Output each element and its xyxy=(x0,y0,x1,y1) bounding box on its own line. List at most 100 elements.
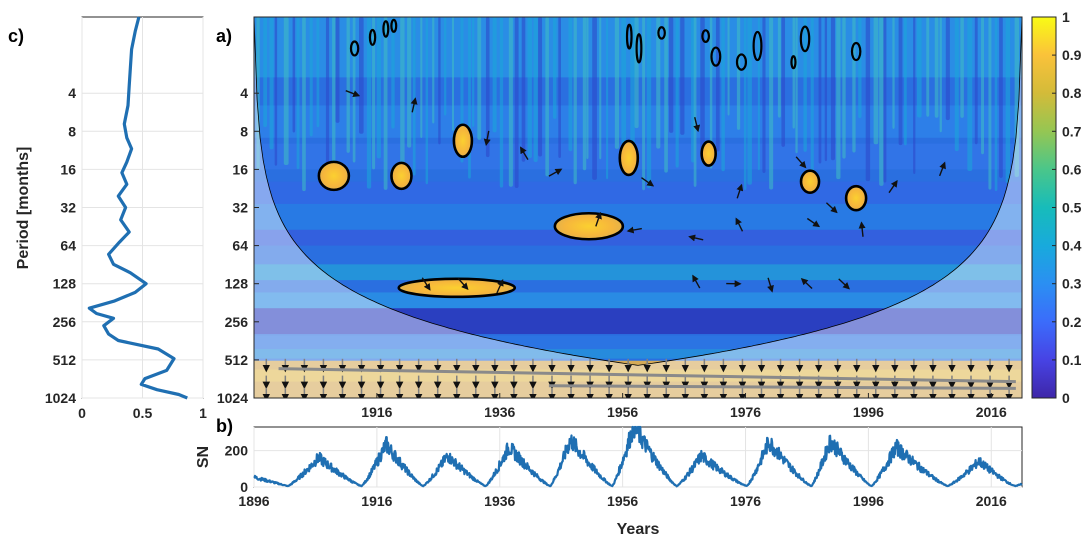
panel-label-a: a) xyxy=(216,26,232,46)
phase-arrow xyxy=(736,183,744,199)
panel-b-ytick-label: 0 xyxy=(240,479,248,495)
panel-b-xtick-label: 1916 xyxy=(361,493,392,509)
heatmap-streak xyxy=(400,17,405,172)
grey-contour xyxy=(278,367,1016,384)
heatmap-streak xyxy=(1023,17,1026,132)
phase-arrow xyxy=(520,146,529,160)
heatmap-streak xyxy=(444,17,447,116)
phase-arrow xyxy=(595,211,602,227)
colorbar-tick-label: 1 xyxy=(1062,9,1070,25)
heatmap-streak xyxy=(472,17,475,127)
heatmap-streak xyxy=(508,17,513,187)
panel-c-ylabel: Period [months] xyxy=(15,147,32,270)
coherence-region xyxy=(799,169,821,194)
coherence-region xyxy=(618,139,640,177)
heatmap-streak xyxy=(960,17,964,118)
heatmap-band xyxy=(254,229,1022,246)
panel-a-ticks: 4 8 16 32 64 128 256 512 1024 1916 1936 1956 1976 199… xyxy=(217,85,1007,420)
heatmap-streak xyxy=(269,17,274,150)
panel-label-b: b) xyxy=(216,416,233,436)
panel-c-ytick-label: 32 xyxy=(60,200,76,216)
heatmap-streak xyxy=(824,17,828,162)
heatmap-streak xyxy=(904,17,907,146)
heatmap-streak xyxy=(757,17,760,171)
panel-b-xtick-label: 2016 xyxy=(976,493,1007,509)
phase-arrows xyxy=(345,90,946,294)
heatmap-streak xyxy=(642,17,646,191)
panel-c-ytick-label: 16 xyxy=(60,161,76,177)
phase-arrow xyxy=(795,156,807,169)
heatmap-streak xyxy=(981,17,985,155)
heatmap-streak xyxy=(945,17,950,121)
panel-c-line xyxy=(87,16,188,400)
coherence-contour xyxy=(349,40,360,57)
heatmap-streak xyxy=(934,17,939,118)
panel-b: 1896 1916 1936 1956 1976 1996 2016 0 200 SN Year… xyxy=(195,425,1023,538)
panel-c-ytick-label: 512 xyxy=(53,352,77,368)
heatmap-streak xyxy=(769,17,774,190)
colorbar-tick-label: 0.1 xyxy=(1062,352,1082,368)
panel-a-xtick-label: 2016 xyxy=(976,404,1007,420)
colorbar-tick-label: 0.9 xyxy=(1062,47,1082,63)
heatmap-coherence-regions xyxy=(317,18,868,299)
phase-arrow xyxy=(692,274,701,289)
colorbar-tick-label: 0 xyxy=(1062,390,1070,406)
heatmap-streak xyxy=(477,17,482,140)
coherence-region xyxy=(700,140,717,167)
heatmap-streak xyxy=(792,17,795,129)
heatmap-streak xyxy=(818,17,822,164)
heatmap-streak xyxy=(376,17,381,159)
heatmap-streak xyxy=(974,17,978,145)
heatmap-streak xyxy=(680,17,685,135)
heatmap-streak xyxy=(664,17,668,173)
heatmap-streak xyxy=(858,17,862,119)
phase-arrow xyxy=(421,277,431,291)
panel-a-ytick-label: 4 xyxy=(240,85,248,101)
heatmap-band xyxy=(254,335,1022,350)
heatmap-streak xyxy=(669,17,674,133)
heatmap-streak xyxy=(795,17,798,154)
coherence-region xyxy=(452,123,474,159)
coherence-contour xyxy=(382,20,390,38)
phase-arrow xyxy=(838,278,850,290)
phase-arrow xyxy=(626,226,642,234)
heatmap-streak xyxy=(916,17,922,118)
heatmap-streak xyxy=(420,17,423,138)
heatmap-streak xyxy=(499,17,504,188)
heatmap-streak xyxy=(803,17,807,152)
heatmap-streak xyxy=(873,17,879,145)
heatmap-streak xyxy=(492,17,497,133)
heatmap-band xyxy=(254,349,1022,359)
colorbar-tick-label: 0.3 xyxy=(1062,276,1082,292)
heatmap-streak xyxy=(736,17,741,130)
heatmap-streak xyxy=(573,17,577,185)
phase-arrow xyxy=(888,179,898,194)
heatmap-streak xyxy=(425,17,429,185)
panel-c-ytick-label: 1024 xyxy=(45,390,76,406)
panel-a-ytick-label: 128 xyxy=(225,276,249,292)
heatmap-streak xyxy=(781,17,786,147)
heatmap-streak xyxy=(842,17,846,159)
heatmap-streak xyxy=(810,17,814,187)
panel-a-xtick-label: 1976 xyxy=(730,404,761,420)
heatmap-streak xyxy=(743,17,747,191)
heatmap-streak xyxy=(898,17,903,146)
coherence-region xyxy=(390,161,413,191)
coherence-contour xyxy=(710,46,722,67)
phase-arrow xyxy=(457,278,469,290)
heatmap-streak xyxy=(552,17,557,119)
heatmap-streak xyxy=(521,17,526,162)
colorbar-tick-label: 0.8 xyxy=(1062,85,1082,101)
phase-arrow xyxy=(767,277,774,293)
heatmap-streak xyxy=(715,17,720,152)
panel-a-ytick-label: 256 xyxy=(225,314,249,330)
colorbar-ticks: 0 0.1 0.2 0.3 0.4 0.5 0.6 0.7 0.8 0.9 1 xyxy=(1052,9,1082,406)
coherence-contour xyxy=(850,41,862,62)
heatmap-streak xyxy=(721,17,725,172)
heatmap-streak xyxy=(302,17,306,192)
heatmap-streak xyxy=(879,17,884,186)
heatmap-streak xyxy=(514,17,519,189)
heatmap-streak xyxy=(366,17,372,189)
panel-a-xtick-label: 1996 xyxy=(853,404,884,420)
